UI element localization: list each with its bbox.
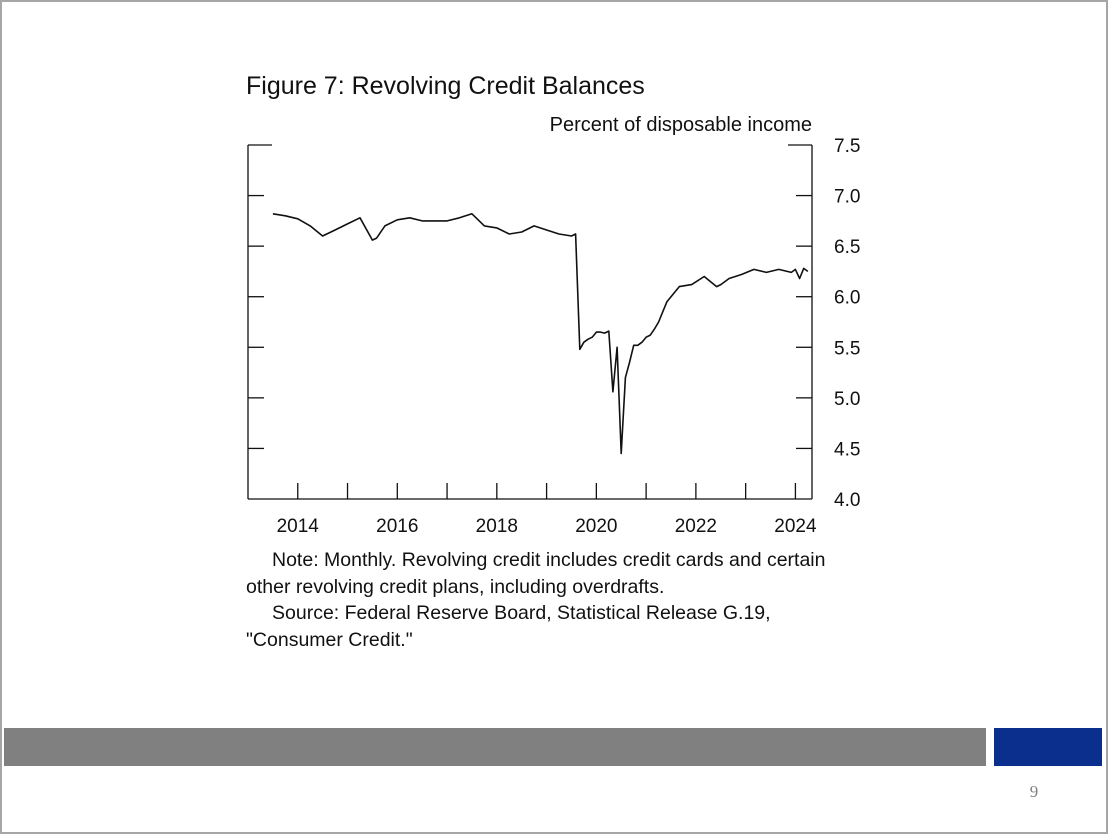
footer-blue-bar — [994, 728, 1102, 766]
y-tick-label: 4.0 — [834, 490, 860, 511]
series-line — [272, 213, 809, 455]
y-tick-label: 7.0 — [834, 187, 860, 208]
figure-note: Note: Monthly. Revolving credit includes… — [246, 547, 826, 653]
page-number: 9 — [1029, 782, 1039, 801]
y-axis-label: Percent of disposable income — [550, 114, 812, 136]
y-tick-label: 4.5 — [834, 439, 860, 460]
y-tick-label: 6.5 — [834, 237, 860, 258]
x-tick-label: 2024 — [774, 516, 817, 537]
footer-gray-bar — [4, 728, 986, 766]
x-tick-label: 2016 — [376, 516, 418, 537]
x-tick-label: 2014 — [277, 516, 320, 537]
y-tick-label: 5.0 — [834, 389, 860, 410]
source-paragraph: Source: Federal Reserve Board, Statistic… — [246, 602, 771, 651]
y-tick-label: 7.5 — [834, 136, 860, 157]
line-chart: 4.0 4.5 5.0 5.5 6.0 6.5 7.0 7.5 2014 2016 2018 2020… — [247, 114, 860, 537]
x-tick-label: 2020 — [575, 516, 617, 537]
note-paragraph: Note: Monthly. Revolving credit includes… — [246, 549, 826, 598]
y-tick-label: 6.0 — [834, 288, 860, 309]
x-tick-label: 2022 — [675, 516, 717, 537]
x-tick-label: 2018 — [476, 516, 518, 537]
y-tick-label: 5.5 — [834, 338, 860, 359]
figure-title: Figure 7: Revolving Credit Balances — [246, 72, 645, 100]
